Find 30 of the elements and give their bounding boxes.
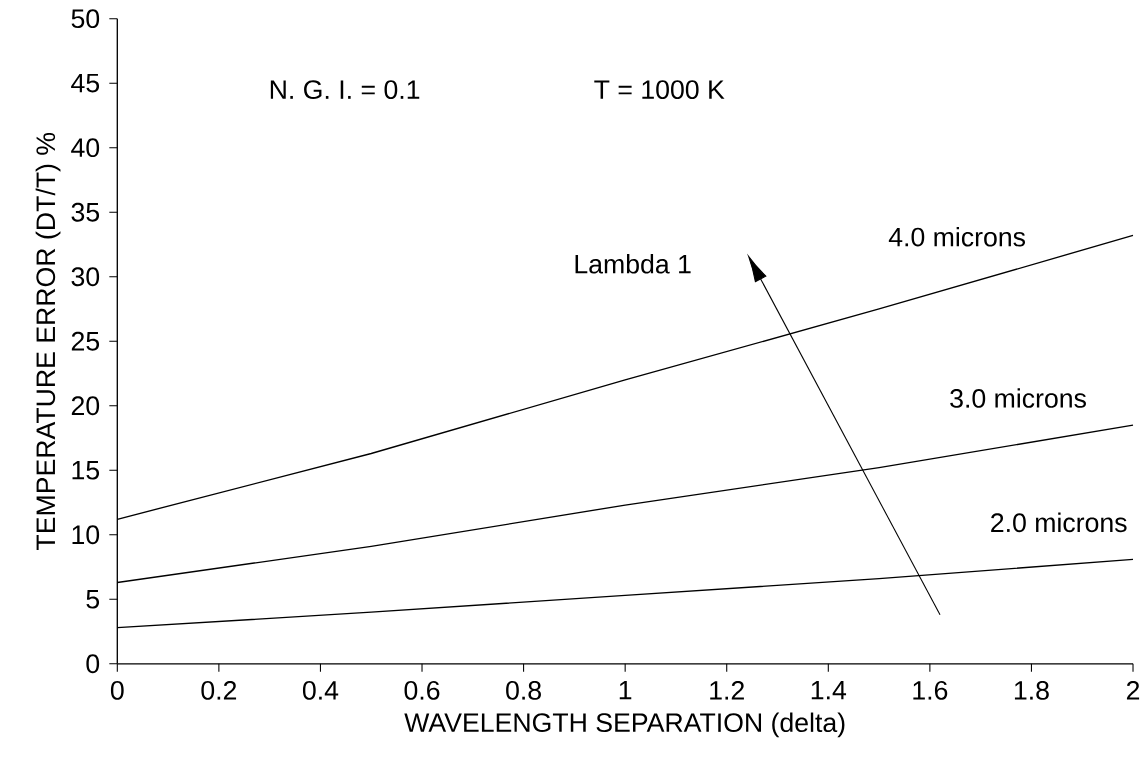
x-tick-label: 1.6	[913, 680, 948, 700]
y-tick-label: 45	[71, 73, 100, 93]
y-tick-label: 35	[71, 202, 100, 222]
y-tick-label: 10	[72, 525, 100, 545]
annotation: T = 1000 K	[594, 80, 725, 100]
y-tick-label: 20	[71, 396, 100, 416]
x-tick-label: 1.8	[1014, 680, 1049, 700]
x-tick-label: 1.4	[811, 680, 847, 700]
y-tick-label: 40	[71, 138, 100, 158]
series-label: 2.0 microns	[991, 512, 1127, 533]
x-tick-label: 0.2	[201, 680, 237, 700]
x-tick-label: 1.2	[710, 680, 744, 700]
x-axis-title: WAVELENGTH SEPARATION (delta)	[404, 712, 845, 738]
y-axis-title: TEMPERATURE ERROR (DT/T) %	[35, 132, 61, 550]
x-tick-label: 0.4	[302, 680, 339, 700]
y-tick-label: 15	[72, 460, 100, 480]
series-label: 4.0 microns	[888, 226, 1026, 247]
x-tick-label: 0.8	[506, 680, 541, 700]
annotation: Lambda 1	[575, 253, 691, 274]
x-tick-label: 0.6	[404, 680, 440, 700]
y-tick-label: 50	[71, 9, 100, 29]
annotation: N. G. I. = 0.1	[270, 80, 420, 100]
x-tick-label: 2	[1126, 680, 1140, 700]
x-tick-label: 0	[110, 680, 124, 700]
series-label: 3.0 microns	[950, 388, 1086, 408]
x-tick-label: 1	[619, 680, 632, 700]
y-tick-label: 25	[71, 331, 100, 351]
y-tick-label: 30	[71, 267, 100, 287]
y-tick-label: 5	[86, 589, 100, 609]
y-tick-label: 0	[86, 654, 100, 674]
